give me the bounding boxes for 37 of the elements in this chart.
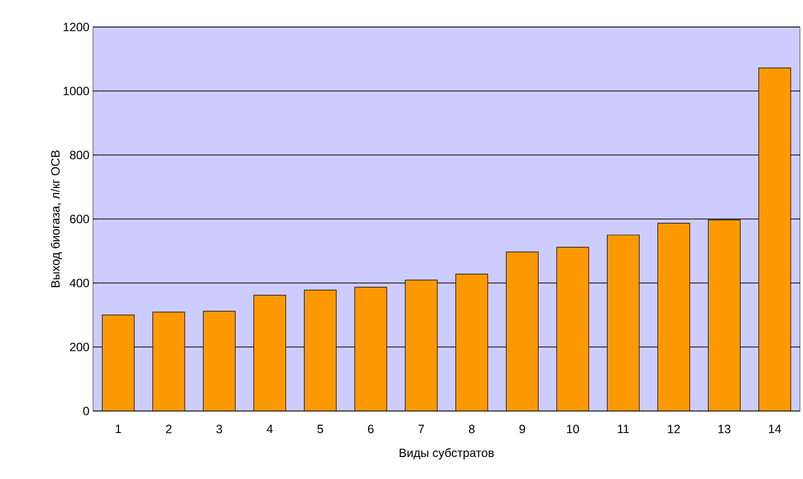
x-tick-label: 5 [317, 424, 324, 434]
y-tick-label: 200 [70, 342, 90, 352]
bar [658, 223, 690, 411]
x-tick-label: 2 [166, 424, 172, 434]
bar [506, 252, 538, 411]
x-tick-label: 10 [566, 424, 579, 434]
y-tick-label: 1000 [64, 86, 90, 96]
y-tick-label: 0 [83, 406, 90, 416]
y-tick-label: 600 [70, 214, 90, 224]
x-tick-label: 14 [768, 424, 782, 434]
x-tick-label: 6 [368, 424, 374, 434]
bar [556, 247, 589, 411]
bar [456, 274, 488, 411]
x-axis-title: Виды субстратов [400, 448, 494, 460]
y-tick-label: 400 [70, 278, 90, 288]
x-tick-label: 9 [519, 424, 526, 434]
bar [354, 287, 387, 411]
x-tick-label: 12 [668, 424, 680, 434]
bar [708, 220, 740, 411]
x-tick-label: 1 [116, 424, 122, 434]
y-tick-label: 1200 [64, 22, 90, 32]
bar [304, 290, 336, 411]
bar [102, 314, 134, 411]
x-tick-label: 13 [718, 424, 730, 434]
bar [405, 280, 438, 411]
bar [607, 234, 640, 411]
bar [758, 68, 792, 411]
x-tick-label: 7 [418, 424, 424, 434]
bar [203, 311, 236, 411]
x-tick-label: 8 [468, 424, 475, 434]
x-tick-label: 4 [266, 424, 273, 434]
bar [152, 312, 185, 411]
y-axis-title: Выход биогаза, л/кг ОСВ [50, 150, 62, 288]
x-tick-label: 3 [216, 424, 222, 434]
bar [254, 295, 286, 411]
x-tick-label: 11 [618, 424, 629, 434]
y-tick-label: 800 [70, 150, 90, 160]
